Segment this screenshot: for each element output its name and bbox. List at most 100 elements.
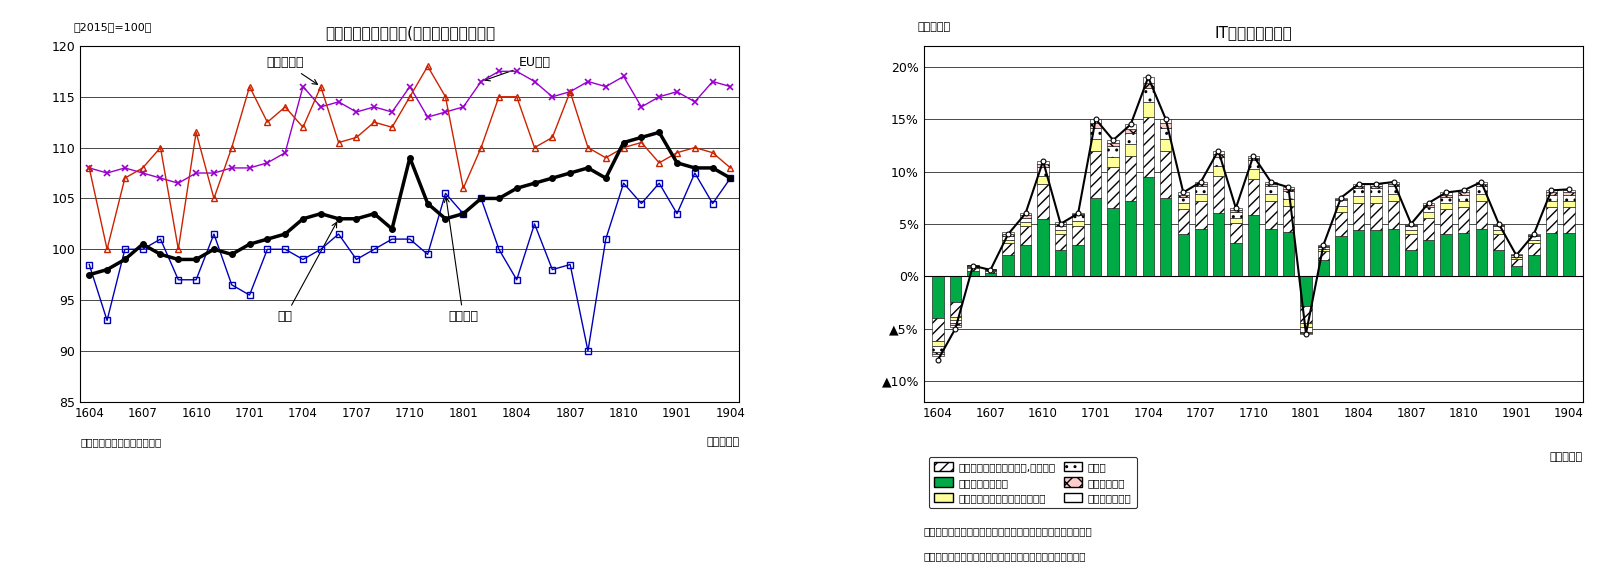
Bar [1388,186,1400,193]
Legend: 電算機類（含む周辺機器,部分品）, 半導体等電子部品, 音響・映像機器（含む部分品）, 通信機, 科学光学機器, その他電気機器: 電算機類（含む周辺機器,部分品）, 半導体等電子部品, 音響・映像機器（含む部分… [929,457,1136,509]
Bar [1072,215,1083,221]
Bar [1335,200,1347,206]
Bar [1353,188,1364,196]
Bar [1196,201,1207,229]
Text: EU向け: EU向け [485,56,551,81]
Bar [1318,247,1329,249]
Bar [1143,77,1154,83]
Bar [1318,245,1329,246]
Bar [1528,239,1540,243]
Bar [1422,212,1435,218]
Bar [1511,266,1522,276]
Bar [1353,184,1364,186]
Bar [1125,133,1136,144]
Bar [1072,226,1083,245]
Bar [1107,168,1118,208]
Bar [1196,193,1207,201]
Bar [1196,186,1207,193]
Bar [1178,203,1189,209]
Bar [1178,234,1189,276]
Text: （年・月）: （年・月） [1549,452,1583,461]
Text: 全体: 全体 [278,222,337,324]
Bar [1178,192,1189,195]
Bar [1406,225,1417,226]
Bar [1231,210,1242,212]
Bar [1265,184,1276,186]
Bar [1353,203,1364,230]
Bar [1371,196,1382,203]
Bar [1546,201,1557,207]
Bar [1038,161,1049,164]
Bar [967,266,979,267]
Bar [1038,168,1049,176]
Bar [1072,221,1083,226]
Bar [1125,156,1136,201]
Bar [950,325,961,328]
Bar [1178,197,1189,203]
Bar [1388,184,1400,186]
Bar [1143,117,1154,177]
Bar [1282,189,1294,191]
Bar [1546,233,1557,276]
Bar [1564,195,1575,201]
Bar [1564,191,1575,192]
Text: 米国向け: 米国向け [444,197,479,324]
Text: （前年比）: （前年比） [918,22,950,32]
Bar [967,271,979,276]
Bar [1493,234,1504,250]
Bar [1282,187,1294,189]
Bar [1564,207,1575,233]
Bar [950,302,961,317]
Bar [1107,208,1118,276]
Bar [1160,127,1172,139]
Bar [1388,182,1400,184]
Bar [1090,119,1101,123]
Bar [1475,186,1486,193]
Bar [967,268,979,271]
Bar [1054,250,1067,276]
Bar [1406,226,1417,230]
Bar [1546,191,1557,192]
Bar [1422,239,1435,276]
Bar [1318,249,1329,251]
Bar [1090,150,1101,197]
Bar [1335,197,1347,199]
Bar [1282,191,1294,199]
Bar [1160,123,1172,127]
Bar [1003,239,1014,243]
Bar [1213,154,1225,157]
Text: （資料）財務省「貿易統計」、日本銀行「企業物価指数」: （資料）財務省「貿易統計」、日本銀行「企業物価指数」 [924,551,1086,561]
Bar [1300,328,1311,332]
Bar [1475,184,1486,186]
Bar [1440,209,1451,234]
Bar [1247,160,1260,169]
Bar [1054,230,1067,234]
Bar [1054,224,1067,226]
Bar [1003,232,1014,234]
Bar [932,351,943,354]
Bar [1054,226,1067,230]
Bar [1160,139,1172,150]
Bar [1020,214,1032,215]
Bar [1213,176,1225,214]
Bar [1335,199,1347,200]
Bar [950,317,961,320]
Bar [1353,230,1364,276]
Bar [1143,102,1154,117]
Text: アジア向け: アジア向け [267,56,318,84]
Text: （年・月）: （年・月） [705,437,739,447]
Bar [1247,169,1260,179]
Bar [1353,196,1364,203]
Bar [1282,206,1294,232]
Bar [985,273,996,276]
Bar [1546,195,1557,201]
Bar [1493,224,1504,225]
Bar [1107,146,1118,157]
Bar [1318,261,1329,276]
Bar [1003,243,1014,255]
Bar [1546,192,1557,195]
Bar [1371,203,1382,230]
Bar [1475,193,1486,201]
Bar [985,271,996,273]
Bar [1458,207,1469,233]
